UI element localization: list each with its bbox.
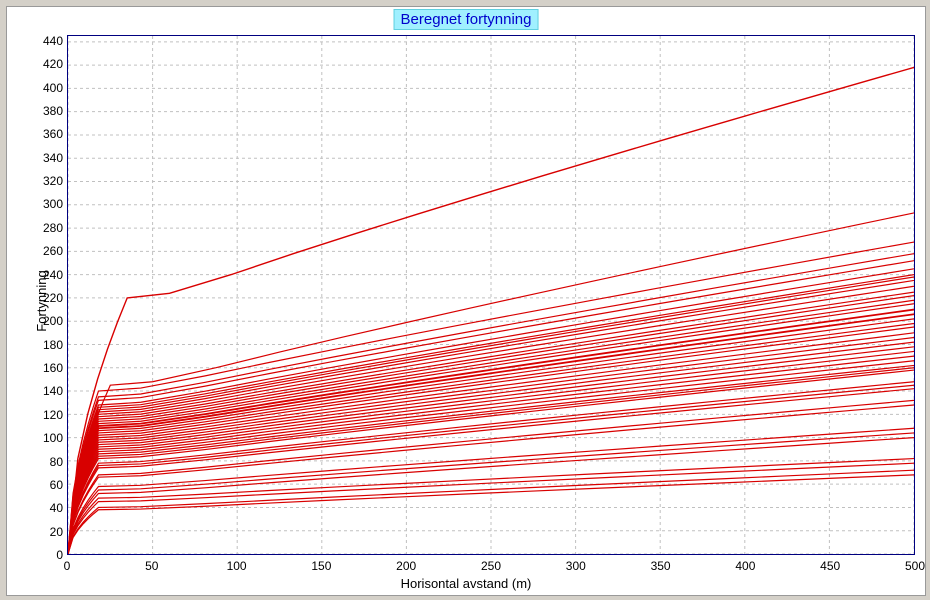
x-tick-label: 450 — [820, 559, 840, 573]
y-tick-label: 120 — [33, 408, 63, 422]
y-tick-label: 320 — [33, 174, 63, 188]
y-tick-label: 20 — [33, 525, 63, 539]
y-tick-label: 380 — [33, 104, 63, 118]
y-tick-label: 160 — [33, 361, 63, 375]
x-axis-label: Horisontal avstand (m) — [401, 576, 532, 591]
plot-area — [67, 35, 915, 555]
y-tick-label: 240 — [33, 268, 63, 282]
x-tick-label: 500 — [905, 559, 925, 573]
y-tick-label: 300 — [33, 197, 63, 211]
y-tick-label: 360 — [33, 127, 63, 141]
y-tick-label: 220 — [33, 291, 63, 305]
x-tick-label: 150 — [311, 559, 331, 573]
y-tick-label: 100 — [33, 431, 63, 445]
chart-panel: Beregnet fortynning Fortynning Horisonta… — [6, 6, 926, 596]
y-tick-label: 280 — [33, 221, 63, 235]
x-tick-label: 250 — [481, 559, 501, 573]
y-tick-label: 0 — [33, 548, 63, 562]
chart-title: Beregnet fortynning — [394, 9, 539, 30]
x-tick-label: 50 — [145, 559, 158, 573]
y-tick-label: 440 — [33, 34, 63, 48]
y-tick-label: 140 — [33, 384, 63, 398]
x-tick-label: 300 — [566, 559, 586, 573]
y-tick-label: 340 — [33, 151, 63, 165]
y-tick-label: 40 — [33, 501, 63, 515]
y-tick-label: 200 — [33, 314, 63, 328]
x-tick-label: 400 — [735, 559, 755, 573]
y-tick-label: 400 — [33, 81, 63, 95]
y-tick-label: 180 — [33, 338, 63, 352]
y-tick-label: 260 — [33, 244, 63, 258]
x-tick-label: 350 — [651, 559, 671, 573]
x-tick-label: 100 — [227, 559, 247, 573]
y-tick-label: 80 — [33, 455, 63, 469]
y-tick-label: 420 — [33, 57, 63, 71]
x-tick-label: 0 — [64, 559, 71, 573]
x-tick-label: 200 — [396, 559, 416, 573]
y-tick-label: 60 — [33, 478, 63, 492]
